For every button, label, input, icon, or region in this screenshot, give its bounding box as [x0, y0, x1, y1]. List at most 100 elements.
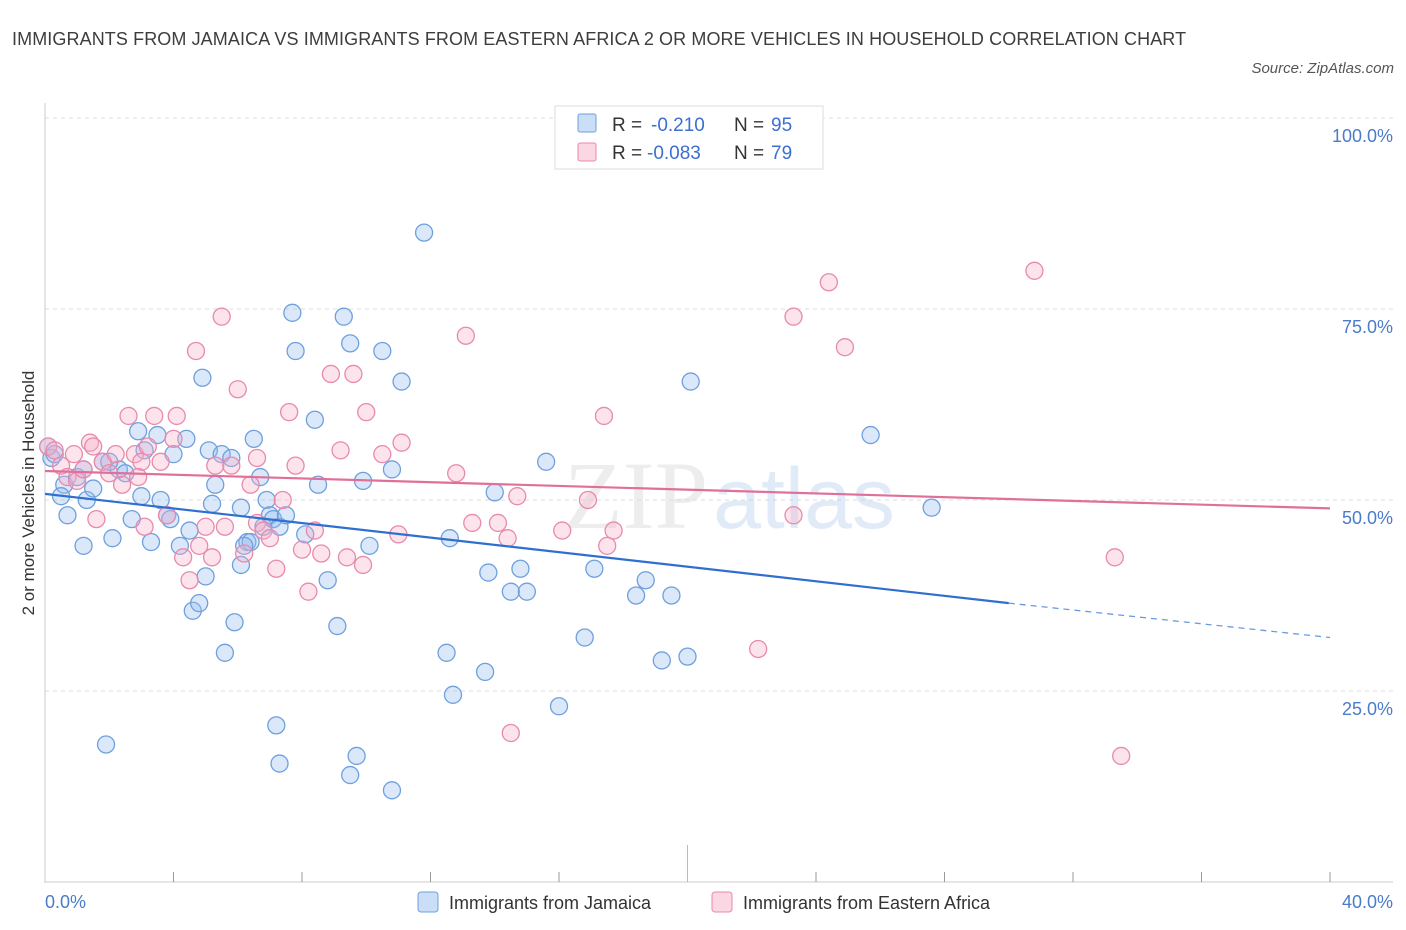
eafrica-point-13 — [119, 406, 138, 426]
jamaica-point-86 — [341, 765, 360, 785]
jamaica-point-26 — [190, 593, 209, 613]
eafrica-point-24 — [186, 341, 206, 361]
jamaica-points — [39, 223, 941, 800]
jamaica-point-34 — [225, 613, 244, 632]
jamaica-point-81 — [681, 372, 700, 391]
jamaica-point-65 — [443, 685, 463, 704]
eafrica-point-68 — [784, 307, 803, 326]
eafrica-point-73 — [1112, 746, 1131, 766]
jamaica-point-60 — [382, 460, 402, 479]
jamaica-point-59 — [373, 341, 392, 361]
eafrica-point-29 — [215, 517, 235, 536]
eafrica-point-37 — [267, 559, 286, 578]
eafrica-point-70 — [835, 338, 855, 357]
axes — [44, 103, 1393, 883]
eafrica-point-21 — [167, 406, 186, 426]
x-tick-labels: 0.0% 40.0% — [45, 892, 1393, 912]
x-tick-label-0: 0.0% — [45, 892, 86, 912]
eafrica-point-23 — [180, 571, 199, 590]
jamaica-point-42 — [257, 490, 276, 510]
eafrica-point-22 — [173, 548, 193, 567]
eafrica-point-67 — [784, 506, 803, 525]
eafrica-point-51 — [373, 445, 392, 464]
jamaica-point-55 — [341, 334, 360, 353]
eafrica-point-20 — [164, 429, 183, 449]
jamaica-point-74 — [575, 628, 594, 647]
jamaica-point-33 — [222, 448, 241, 468]
legend-r-label-0: R = — [612, 115, 642, 136]
eafrica-point-46 — [331, 441, 350, 460]
jamaica-point-17 — [141, 532, 161, 552]
jamaica-point-61 — [392, 372, 411, 391]
eafrica-point-32 — [235, 544, 254, 563]
jamaica-point-53 — [328, 616, 347, 636]
jamaica-point-76 — [626, 586, 646, 605]
jamaica-point-30 — [206, 475, 225, 494]
jamaica-point-46 — [276, 506, 296, 525]
jamaica-point-85 — [267, 716, 286, 735]
eafrica-point-69 — [819, 273, 838, 292]
jamaica-point-54 — [334, 307, 353, 326]
eafrica-point-63 — [594, 406, 614, 426]
stats-legend: R = -0.210 N = 95 R = -0.083 N = 79 — [554, 105, 824, 170]
eafrica-point-61 — [553, 521, 572, 540]
jamaica-point-32 — [215, 643, 235, 662]
eafrica-point-4 — [64, 445, 84, 464]
eafrica-point-15 — [132, 452, 151, 471]
eafrica-point-2 — [51, 456, 71, 475]
jamaica-point-83 — [922, 498, 941, 517]
series-legend: Immigrants from Jamaica Immigrants from … — [417, 891, 991, 913]
x-tick-label-1: 40.0% — [1342, 892, 1393, 912]
jamaica-point-67 — [479, 563, 498, 582]
eafrica-point-25 — [196, 517, 215, 536]
source-label: Source: ZipAtlas.com — [1251, 60, 1394, 77]
jamaica-point-52 — [318, 571, 337, 590]
jamaica-point-49 — [296, 525, 315, 544]
jamaica-point-77 — [636, 571, 655, 590]
eafrica-point-54 — [447, 464, 466, 483]
eafrica-point-28 — [212, 307, 231, 326]
trend-lines — [44, 469, 1331, 639]
bottom-legend-swatch-eafrica — [711, 891, 733, 913]
jamaica-point-84 — [270, 754, 289, 773]
eafrica-point-11 — [106, 445, 125, 464]
bottom-legend-eafrica: Immigrants from Eastern Africa — [743, 893, 991, 913]
eafrica-point-6 — [74, 460, 93, 479]
eafrica-point-71 — [1025, 261, 1044, 280]
eafrica-point-44 — [312, 544, 331, 563]
eafrica-point-12 — [112, 475, 132, 494]
eafrica-point-36 — [260, 529, 280, 548]
legend-n-label-0: N = — [734, 115, 764, 136]
eafrica-point-49 — [353, 555, 373, 575]
eafrica-point-8 — [87, 509, 106, 529]
jamaica-point-75 — [585, 559, 604, 578]
eafrica-point-59 — [508, 487, 527, 506]
jamaica-point-8 — [84, 479, 103, 498]
chart-title: IMMIGRANTS FROM JAMAICA VS IMMIGRANTS FR… — [12, 29, 1187, 49]
eafrica-point-38 — [273, 490, 292, 510]
bottom-legend-jamaica: Immigrants from Jamaica — [449, 893, 652, 913]
jamaica-point-66 — [475, 662, 495, 682]
jamaica-point-9 — [74, 536, 93, 555]
jamaica-point-71 — [517, 582, 537, 601]
eafrica-point-30 — [222, 456, 241, 475]
eafrica-trend-line — [44, 469, 1331, 510]
jamaica-point-58 — [360, 536, 379, 555]
legend-n-label-1: N = — [734, 143, 764, 164]
watermark-atlas: atlas — [713, 451, 895, 547]
jamaica-point-93 — [235, 536, 254, 555]
eafrica-points — [39, 261, 1131, 766]
eafrica-point-47 — [337, 548, 357, 567]
eafrica-point-62 — [578, 490, 598, 510]
eafrica-point-78 — [190, 536, 209, 555]
eafrica-point-58 — [498, 529, 517, 548]
jamaica-point-4 — [58, 506, 77, 525]
eafrica-point-72 — [1105, 548, 1124, 567]
y-tick-label-3: 25.0% — [1342, 699, 1393, 719]
eafrica-point-77 — [129, 467, 148, 487]
eafrica-point-27 — [206, 456, 225, 475]
jamaica-point-35 — [231, 498, 251, 517]
jamaica-point-23 — [177, 429, 196, 449]
legend-swatch-jamaica — [577, 113, 597, 133]
